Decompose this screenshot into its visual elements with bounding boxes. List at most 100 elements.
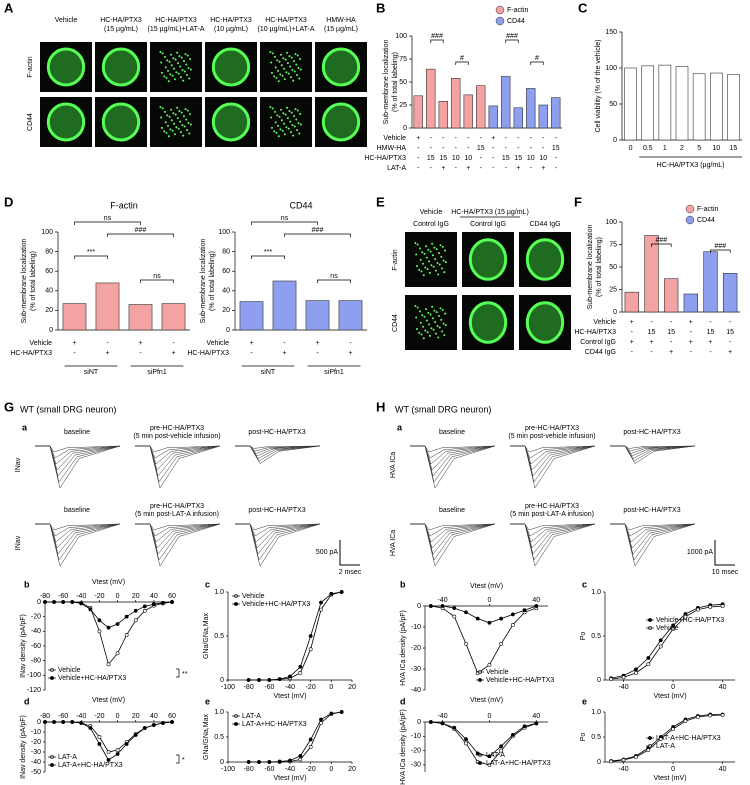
legend-label: LAT-A+HC-HA/PTX3 [486, 760, 551, 767]
puncta [160, 116, 163, 119]
puncta [182, 79, 185, 82]
condition-cell: - [729, 339, 732, 346]
condition-cell: + [105, 350, 109, 357]
puncta [292, 115, 295, 118]
puncta [422, 274, 425, 277]
point [646, 662, 651, 667]
puncta [173, 133, 176, 136]
puncta [435, 248, 438, 251]
puncta [167, 69, 170, 72]
scale-label: 1000 pA [687, 549, 713, 556]
chart-title: F-actin [110, 200, 138, 210]
series-line [430, 721, 537, 757]
puncta [425, 256, 428, 259]
sub-letter: b [24, 579, 30, 589]
condition-cell: 15 [726, 329, 734, 336]
condition-cell: + [669, 349, 673, 356]
condition-cell: - [709, 319, 712, 326]
bar [501, 76, 511, 129]
significance: ### [431, 33, 443, 40]
trace-header: post-HC-HA/PTX3 [623, 507, 680, 514]
legend-label: F-actin [507, 7, 529, 14]
puncta [183, 70, 186, 73]
point [720, 604, 725, 608]
row-label: CD44 [27, 113, 34, 131]
bar [722, 272, 738, 313]
puncta [189, 123, 192, 126]
condition-cell: 15 [477, 145, 485, 152]
point [52, 600, 56, 604]
point [339, 710, 344, 714]
trace [135, 523, 221, 567]
legend-label: LAT-A [242, 713, 261, 720]
point [133, 618, 138, 623]
puncta [188, 77, 191, 80]
puncta [431, 242, 434, 245]
condition-cell: - [505, 135, 508, 142]
y-tick-label: 20 [45, 307, 53, 314]
condition-cell: - [417, 155, 420, 162]
point [124, 742, 129, 746]
puncta [186, 129, 189, 132]
x-tick-label: 40 [532, 597, 540, 604]
puncta [431, 305, 434, 308]
puncta [273, 75, 276, 78]
sub-letter: a [397, 422, 403, 432]
puncta [296, 54, 299, 57]
y-tick-label: 60 [45, 268, 53, 275]
puncta [170, 119, 173, 122]
bar [624, 67, 637, 141]
point [534, 721, 539, 726]
y-tick-label: 25 [609, 286, 617, 293]
y-axis-label: Po [580, 632, 587, 641]
puncta [173, 67, 176, 70]
puncta [293, 70, 296, 73]
puncta [418, 268, 421, 271]
puncta [185, 63, 188, 66]
trace [610, 445, 696, 462]
puncta [168, 115, 171, 118]
puncta [422, 325, 425, 328]
legend-label: LAT-A+HC-HA/PTX3 [656, 735, 721, 742]
trace [510, 445, 596, 489]
legend-label: Vehicle [242, 593, 265, 600]
puncta [159, 106, 162, 108]
significance: ns [281, 215, 289, 222]
point [634, 671, 638, 675]
x-tick-label: -60 [264, 766, 274, 773]
cell [46, 102, 86, 142]
trace-header: baseline [64, 429, 90, 436]
x-tick-label: 2 [680, 145, 684, 152]
puncta [181, 69, 184, 72]
cell [468, 301, 508, 344]
condition-cell: 10 [539, 155, 547, 162]
y-tick-label: -40 [31, 628, 41, 635]
puncta [270, 61, 273, 64]
y-tick-label: -40 [411, 687, 421, 694]
y-tick-label: 80 [45, 248, 53, 255]
x-tick-label: 15 [730, 145, 738, 152]
puncta [292, 60, 295, 63]
point [658, 638, 663, 643]
scale-label: 10 msec [712, 569, 739, 576]
bar [62, 303, 87, 331]
condition-cell: - [729, 319, 732, 326]
x-tick-label: -40 [76, 713, 86, 720]
point [487, 662, 492, 667]
puncta [182, 115, 185, 118]
puncta [415, 316, 418, 319]
trace-ylabel: HVA ICa [390, 452, 397, 478]
point [133, 733, 138, 737]
puncta [429, 250, 432, 253]
condition-label: HC-HA/PTX3 [574, 329, 616, 336]
y-tick-label: 100 [41, 229, 53, 236]
point [298, 671, 303, 675]
x-tick-label: 60 [168, 593, 176, 600]
point [246, 760, 251, 764]
trace-header: post-HC-HA/PTX3 [623, 429, 680, 436]
significance: # [460, 55, 464, 62]
point [61, 720, 66, 724]
trace [135, 445, 221, 471]
condition-cell: - [555, 135, 558, 142]
puncta [175, 71, 178, 74]
